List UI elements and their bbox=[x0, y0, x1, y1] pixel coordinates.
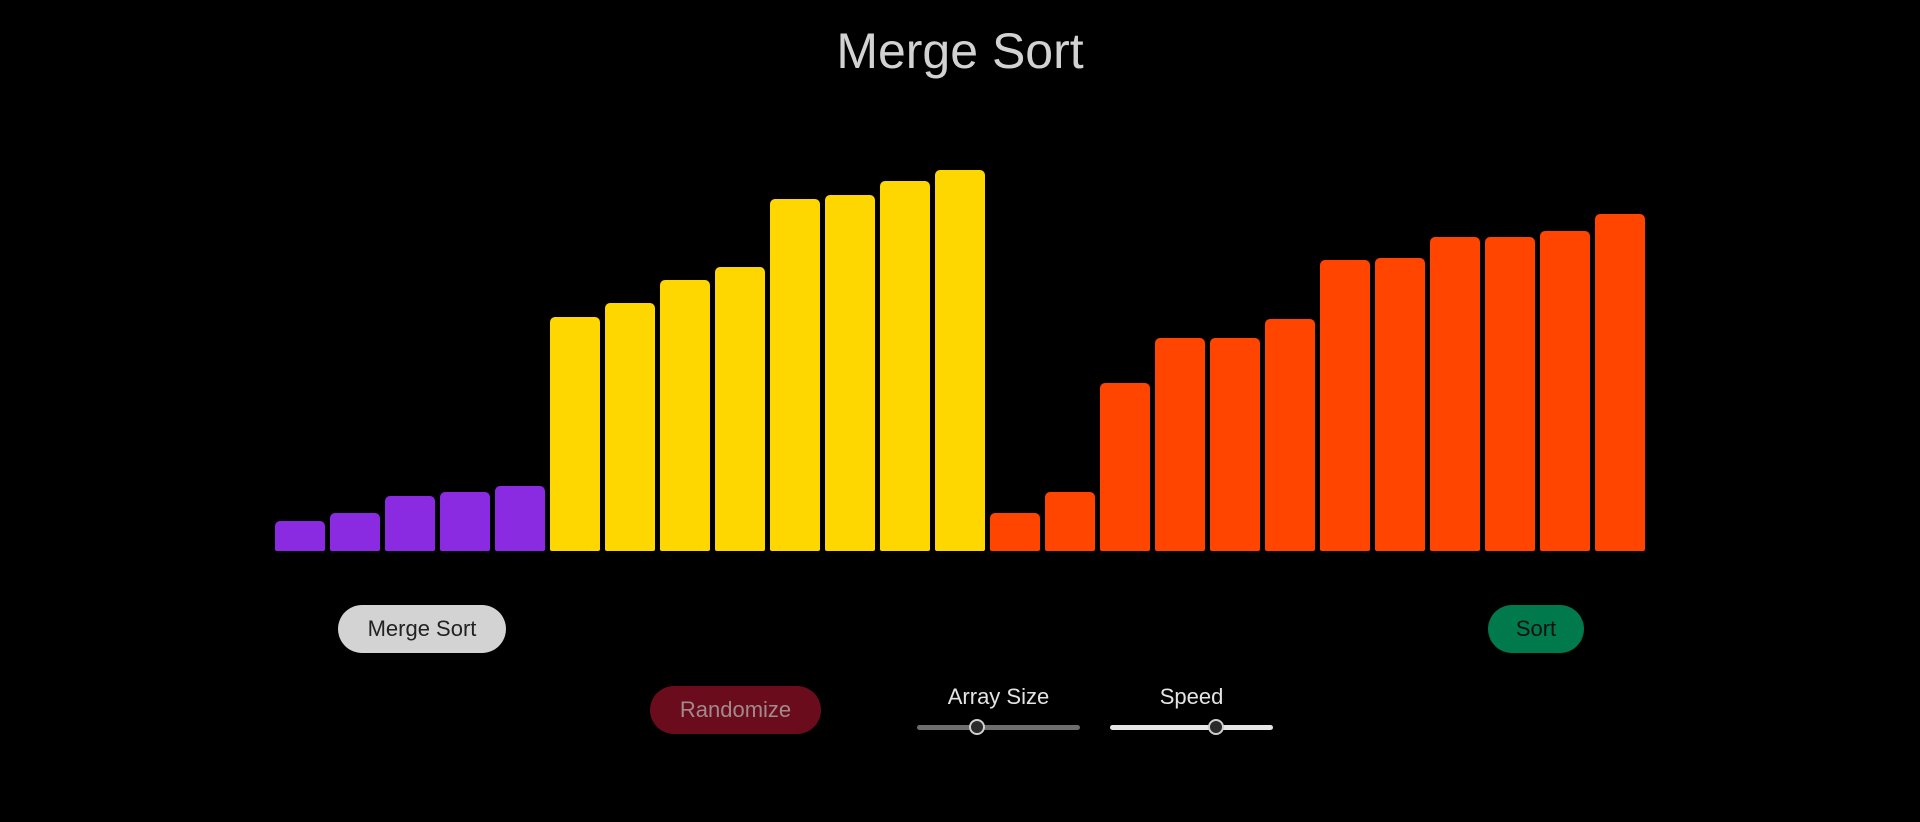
array-bar bbox=[605, 303, 655, 551]
speed-slider-thumb[interactable] bbox=[1207, 719, 1224, 735]
array-bar bbox=[1540, 231, 1590, 551]
array-bar bbox=[770, 199, 820, 551]
array-bar bbox=[715, 267, 765, 551]
randomize-button[interactable]: Randomize bbox=[650, 686, 821, 734]
array-bar bbox=[935, 170, 985, 551]
array-bar bbox=[1045, 492, 1095, 551]
array-bar bbox=[495, 486, 545, 551]
array-bar bbox=[330, 513, 380, 551]
array-size-slider[interactable] bbox=[917, 719, 1080, 735]
sort-button[interactable]: Sort bbox=[1488, 605, 1584, 653]
algorithm-select-button[interactable]: Merge Sort bbox=[338, 605, 506, 653]
array-size-slider-thumb[interactable] bbox=[969, 719, 986, 735]
array-bar bbox=[440, 492, 490, 551]
array-bar bbox=[1430, 237, 1480, 551]
array-size-label: Array Size bbox=[947, 684, 1050, 709]
array-bar bbox=[660, 280, 710, 551]
array-bar bbox=[1375, 258, 1425, 551]
bar-array bbox=[275, 170, 1647, 551]
speed-label: Speed bbox=[1159, 684, 1224, 709]
array-bar bbox=[1265, 319, 1315, 551]
array-bar bbox=[1155, 338, 1205, 551]
array-bar bbox=[385, 496, 435, 551]
array-bar bbox=[990, 513, 1040, 551]
page-title: Merge Sort bbox=[836, 23, 1084, 79]
array-bar bbox=[825, 195, 875, 551]
speed-slider[interactable] bbox=[1110, 719, 1273, 735]
array-bar bbox=[275, 521, 325, 551]
array-bar bbox=[880, 181, 930, 551]
array-bar bbox=[550, 317, 600, 551]
array-bar bbox=[1485, 237, 1535, 551]
array-bar bbox=[1210, 338, 1260, 551]
array-bar bbox=[1320, 260, 1370, 551]
array-bar bbox=[1595, 214, 1645, 551]
array-bar bbox=[1100, 383, 1150, 551]
